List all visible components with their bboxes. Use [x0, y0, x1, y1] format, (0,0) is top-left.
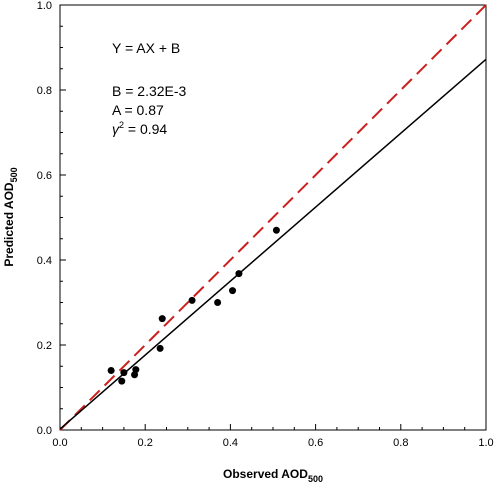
equation-label: Y = AX + B: [112, 40, 180, 56]
y-axis-title: Predicted AOD500: [2, 167, 19, 266]
x-axis-title: Observed AOD500: [223, 467, 323, 484]
y-tick-label: 0.4: [37, 255, 52, 267]
reference-lines: [59, 4, 487, 431]
x-tick-label: 0.4: [223, 437, 238, 449]
data-point: [120, 369, 128, 377]
x-tick-label: 1.0: [478, 437, 493, 449]
data-point: [272, 226, 280, 234]
data-points: [107, 226, 280, 385]
y-tick-label: 0.0: [37, 425, 52, 437]
x-tick-label: 0.0: [52, 437, 67, 449]
regression-line: [59, 58, 487, 430]
data-point: [118, 377, 126, 385]
data-point: [229, 287, 237, 295]
r-squared-value: = 0.94: [124, 121, 167, 137]
y-tick-label: 0.8: [37, 85, 52, 97]
x-tick-label: 0.2: [138, 437, 153, 449]
x-axis-title-subscript: 500: [308, 474, 323, 484]
x-tick-label: 0.8: [393, 437, 408, 449]
r-squared-label: γ2 = 0.94: [112, 120, 167, 137]
data-point: [235, 270, 243, 278]
one-to-one-line: [59, 4, 487, 431]
data-point: [156, 344, 164, 352]
y-axis-title-subscript: 500: [9, 167, 19, 182]
axis-ticks: 0.0 0.2 0.4 0.6 0.8 1.0 0.0 0.2 0.4 0.6 0.8 1.0: [37, 0, 494, 449]
data-point: [188, 296, 196, 304]
y-tick-label: 0.2: [37, 340, 52, 352]
data-point: [107, 367, 115, 374]
data-point: [214, 299, 222, 306]
data-point: [158, 315, 166, 323]
y-tick-label: 0.6: [37, 170, 52, 182]
x-axis-title-main: Observed AOD: [223, 467, 308, 481]
b-value-label: B = 2.32E-3: [112, 83, 187, 99]
y-tick-label: 1.0: [37, 0, 52, 12]
y-axis-title-main: Predicted AOD: [2, 182, 16, 267]
r-squared-symbol: γ: [112, 121, 120, 137]
r-squared-superscript: 2: [119, 120, 124, 130]
x-tick-label: 0.6: [308, 437, 323, 449]
data-point: [132, 366, 140, 374]
a-value-label: A = 0.87: [112, 102, 164, 118]
